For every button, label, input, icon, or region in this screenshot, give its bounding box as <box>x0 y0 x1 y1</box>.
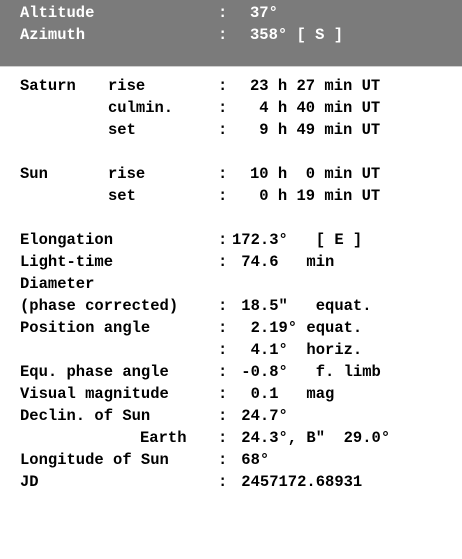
light-time-row: Light-time : 74.6 min <box>0 251 462 273</box>
phase-corrected-value: 18.5" equat. <box>232 297 372 315</box>
colon: : <box>218 363 228 381</box>
colon: : <box>218 319 228 337</box>
sun-rise-label: rise <box>108 165 146 183</box>
position-angle-row: Position angle : 2.19° equat. <box>0 317 462 339</box>
saturn-rise-value: 23 h 27 min UT <box>250 77 381 95</box>
equ-phase-angle-label: Equ. phase angle <box>20 363 169 381</box>
equ-phase-angle-value: -0.8° f. limb <box>232 363 381 381</box>
saturn-label: Saturn <box>20 77 76 95</box>
longitude-sun-value: 68° <box>232 451 270 469</box>
saturn-set-value: 9 h 49 min UT <box>250 121 381 139</box>
colon: : <box>218 297 228 315</box>
longitude-sun-label: Longitude of Sun <box>20 451 169 469</box>
altitude-label: Altitude <box>20 4 95 22</box>
diameter-label: Diameter <box>20 275 95 293</box>
colon: : <box>218 231 228 249</box>
saturn-set-row: set : 9 h 49 min UT <box>0 119 462 141</box>
jd-row: JD : 2457172.68931 <box>0 471 462 493</box>
sun-set-value: 0 h 19 min UT <box>250 187 381 205</box>
header-panel: Altitude : 37° Azimuth : 358° [ S ] <box>0 0 462 66</box>
position-angle-equat-value: 2.19° equat. <box>232 319 363 337</box>
azimuth-row: Azimuth : 358° [ S ] <box>0 24 462 46</box>
colon: : <box>218 341 228 359</box>
declin-sun-value: 24.7° <box>232 407 288 425</box>
colon: : <box>218 4 228 22</box>
earth-value: 24.3°, B" 29.0° <box>232 429 391 447</box>
colon: : <box>218 165 228 183</box>
declin-earth-row: Earth : 24.3°, B" 29.0° <box>0 427 462 449</box>
header-divider <box>0 66 462 67</box>
saturn-culmin-label: culmin. <box>108 99 174 117</box>
colon: : <box>218 451 228 469</box>
colon: : <box>218 385 228 403</box>
colon: : <box>218 429 228 447</box>
visual-magnitude-row: Visual magnitude : 0.1 mag <box>0 383 462 405</box>
visual-magnitude-label: Visual magnitude <box>20 385 169 403</box>
declin-sun-label: Declin. of Sun <box>20 407 151 425</box>
saturn-culmin-value: 4 h 40 min UT <box>250 99 381 117</box>
light-time-label: Light-time <box>20 253 114 271</box>
sun-rise-row: Sun rise : 10 h 0 min UT <box>0 163 462 185</box>
altitude-row: Altitude : 37° <box>0 2 462 24</box>
colon: : <box>218 187 228 205</box>
saturn-rise-row: Saturn rise : 23 h 27 min UT <box>0 75 462 97</box>
position-angle-horiz-value: 4.1° horiz. <box>232 341 363 359</box>
saturn-rise-label: rise <box>108 77 146 95</box>
earth-label: Earth <box>140 429 187 447</box>
position-angle-horiz-row: : 4.1° horiz. <box>0 339 462 361</box>
colon: : <box>218 99 228 117</box>
declin-sun-row: Declin. of Sun : 24.7° <box>0 405 462 427</box>
elongation-row: Elongation : 172.3° [ E ] <box>0 229 462 251</box>
longitude-sun-row: Longitude of Sun : 68° <box>0 449 462 471</box>
sun-rise-value: 10 h 0 min UT <box>250 165 381 183</box>
colon: : <box>218 77 228 95</box>
jd-label: JD <box>20 473 39 491</box>
sun-set-row: set : 0 h 19 min UT <box>0 185 462 207</box>
saturn-set-label: set <box>108 121 136 139</box>
light-time-value: 74.6 min <box>232 253 335 271</box>
colon: : <box>218 253 228 271</box>
phase-corrected-label: (phase corrected) <box>20 297 179 315</box>
jd-value: 2457172.68931 <box>232 473 363 491</box>
azimuth-value: 358° [ S ] <box>250 26 344 44</box>
azimuth-label: Azimuth <box>20 26 86 44</box>
altitude-value: 37° <box>250 4 278 22</box>
colon: : <box>218 121 228 139</box>
equ-phase-angle-row: Equ. phase angle : -0.8° f. limb <box>0 361 462 383</box>
sun-set-label: set <box>108 187 136 205</box>
diameter-row: Diameter <box>0 273 462 295</box>
colon: : <box>218 407 228 425</box>
colon: : <box>218 26 228 44</box>
sun-label: Sun <box>20 165 48 183</box>
phase-corrected-row: (phase corrected) : 18.5" equat. <box>0 295 462 317</box>
position-angle-label: Position angle <box>20 319 151 337</box>
elongation-value: 172.3° [ E ] <box>232 231 363 249</box>
visual-magnitude-value: 0.1 mag <box>232 385 335 403</box>
elongation-label: Elongation <box>20 231 114 249</box>
saturn-culmin-row: culmin. : 4 h 40 min UT <box>0 97 462 119</box>
colon: : <box>218 473 228 491</box>
